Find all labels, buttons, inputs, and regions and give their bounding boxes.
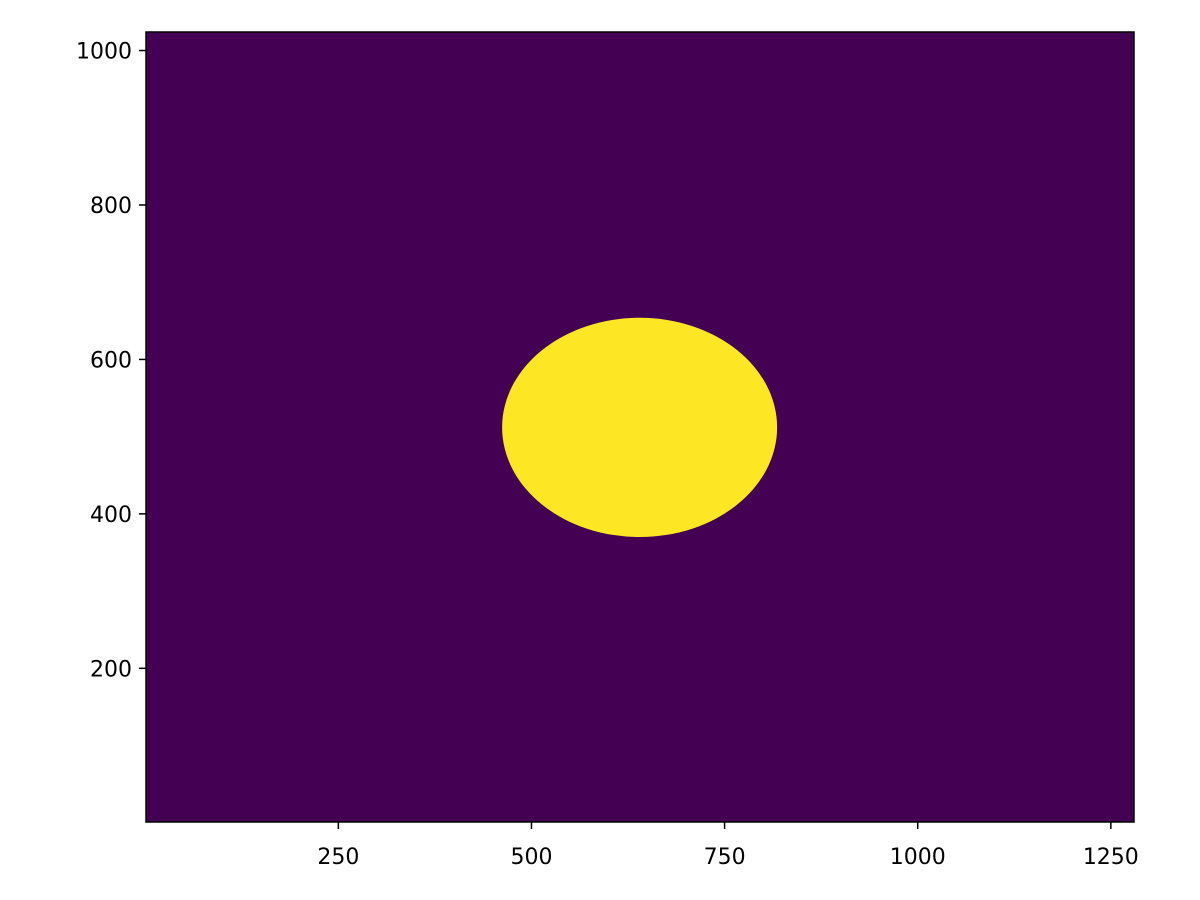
x-tick-label: 750 xyxy=(704,845,746,870)
x-tick-label: 1000 xyxy=(890,845,946,870)
x-tick-label: 500 xyxy=(510,845,552,870)
y-tick-label: 800 xyxy=(90,194,132,219)
x-axis: 250 500 750 1000 1250 xyxy=(317,822,1139,870)
x-tick-label: 1250 xyxy=(1083,845,1139,870)
plot-frame xyxy=(145,31,1135,823)
plot-area xyxy=(145,31,1135,823)
y-tick-label: 1000 xyxy=(76,40,132,65)
x-tick-label: 250 xyxy=(317,845,359,870)
y-axis: 200 400 600 800 1000 xyxy=(76,40,146,682)
heatmap-ellipse-region xyxy=(502,317,778,538)
y-tick-label: 600 xyxy=(90,348,132,373)
y-tick-label: 400 xyxy=(90,503,132,528)
y-tick-label: 200 xyxy=(90,657,132,682)
